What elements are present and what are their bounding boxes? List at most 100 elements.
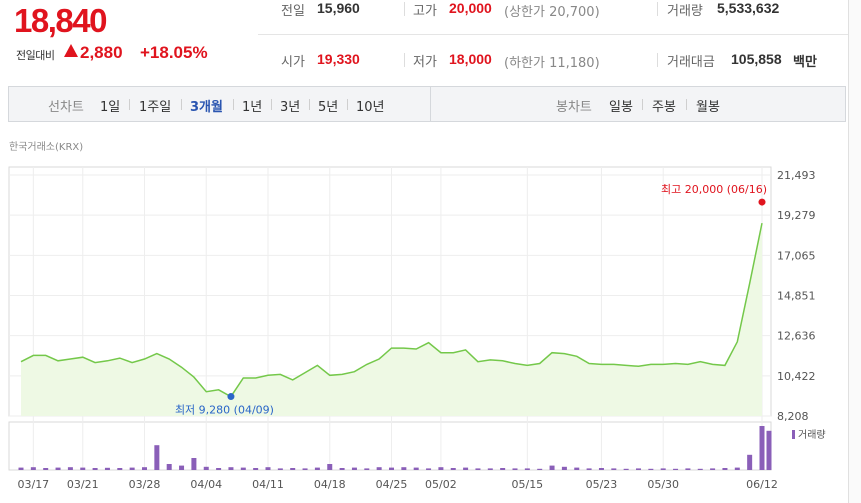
tab-5y[interactable]: 5년 — [318, 100, 339, 115]
volume-bar — [389, 467, 394, 470]
volume-bar — [154, 445, 160, 470]
volume-bar — [216, 468, 222, 470]
volume-bar — [339, 468, 345, 470]
tab-1w[interactable]: 1주일 — [139, 100, 172, 115]
y-tick-label: 12,636 — [777, 330, 816, 343]
volume-bar — [67, 467, 73, 470]
scroll-edge — [848, 0, 861, 503]
volume-bar — [401, 467, 407, 470]
change-label: 전일대비 — [16, 49, 55, 62]
volume-bar — [574, 467, 580, 470]
volume-bar — [549, 465, 555, 470]
price-area — [21, 223, 762, 416]
prev-close-value: 15,960 — [317, 0, 360, 16]
tab-weekly-candle[interactable]: 주봉 — [652, 100, 676, 115]
volume-bar — [438, 467, 444, 470]
volume-bar — [364, 468, 370, 470]
volume-legend-swatch — [792, 430, 795, 439]
upper-limit-note: (상한가 20,700) — [504, 5, 600, 20]
tab-1d[interactable]: 1일 — [100, 100, 121, 115]
divider — [657, 53, 658, 67]
tab-daily-candle[interactable]: 일봉 — [609, 100, 633, 115]
high-label: 최고 20,000 (06/16) — [661, 183, 767, 196]
y-tick-label: 21,493 — [777, 169, 816, 182]
x-tick-label: 05/23 — [586, 478, 618, 491]
volume-bar — [290, 468, 296, 470]
high-value: 20,000 — [449, 0, 492, 16]
x-tick-label: 04/25 — [376, 478, 408, 491]
volume-bar — [759, 426, 765, 470]
current-price: 18,840 — [14, 2, 107, 39]
x-tick-label: 05/02 — [425, 478, 457, 491]
volume-bar — [450, 468, 456, 470]
volume-bar — [30, 467, 36, 470]
data-source: 한국거래소(KRX) — [9, 142, 84, 153]
low-value: 18,000 — [449, 51, 492, 67]
lower-limit-note: (하한가 11,180) — [504, 56, 600, 71]
tab-separator — [309, 99, 310, 110]
x-tick-label: 03/28 — [129, 478, 161, 491]
volume-bar — [92, 468, 98, 470]
volume-bar — [228, 467, 234, 470]
volume-bar — [598, 468, 604, 470]
tab-3m[interactable]: 3개월 — [190, 100, 223, 115]
volume-bar — [487, 468, 493, 470]
divider — [404, 53, 405, 67]
volume-bar — [376, 467, 382, 470]
tab-group-divider — [430, 86, 431, 122]
volume-bar — [104, 467, 110, 470]
divider — [404, 2, 405, 16]
volume-bar — [302, 468, 308, 470]
volume-bar — [426, 468, 432, 470]
volume-bar — [660, 468, 666, 470]
volume-bar — [648, 468, 654, 470]
amount-value: 105,858 — [731, 51, 782, 67]
low-label: 최저 9,280 (04/09) — [175, 404, 274, 417]
divider — [657, 2, 658, 16]
volume-bar — [191, 458, 197, 470]
tab-10y[interactable]: 10년 — [356, 100, 385, 115]
change-value: 2,880 — [80, 43, 123, 62]
low-marker — [227, 393, 235, 401]
line-chart-title: 선차트 — [48, 100, 84, 115]
candle-chart-title: 봉차트 — [556, 100, 592, 115]
y-tick-label: 10,422 — [777, 370, 816, 383]
high-label: 고가 — [413, 4, 437, 19]
chart-tab-bar — [8, 86, 846, 122]
volume-bar — [673, 468, 679, 470]
tab-separator — [686, 99, 687, 110]
tab-separator — [129, 99, 130, 110]
volume-bar — [351, 467, 357, 470]
volume-bar — [43, 468, 49, 470]
x-tick-label: 03/17 — [17, 478, 49, 491]
volume-legend-label: 거래량 — [798, 429, 826, 441]
volume-bar — [734, 467, 740, 470]
volume-bar — [475, 468, 481, 470]
volume-bar — [55, 467, 61, 470]
volume-bar — [166, 464, 172, 470]
volume-bar — [265, 467, 271, 470]
x-tick-label: 03/21 — [67, 478, 99, 491]
volume-bar — [129, 467, 135, 470]
y-tick-label: 19,279 — [777, 209, 816, 222]
volume-bar — [766, 430, 772, 470]
change-percent: +18.05% — [140, 43, 208, 62]
tab-1y[interactable]: 1년 — [242, 100, 263, 115]
volume-bar — [179, 465, 185, 470]
volume-bar — [253, 468, 259, 470]
y-tick-label: 17,065 — [777, 249, 816, 262]
volume-bar — [586, 468, 592, 470]
tab-monthly-candle[interactable]: 월봉 — [696, 100, 720, 115]
volume-label: 거래량 — [667, 4, 703, 19]
volume-bar — [500, 468, 506, 470]
x-tick-label: 04/11 — [252, 478, 284, 491]
tab-3y[interactable]: 3년 — [280, 100, 301, 115]
volume-frame — [8, 421, 772, 471]
stats-divider — [258, 34, 848, 35]
volume-bar — [710, 468, 716, 470]
volume-bar — [697, 468, 703, 470]
volume-value: 5,533,632 — [717, 0, 780, 16]
volume-bar — [636, 468, 641, 470]
amount-unit: 백만 — [793, 54, 817, 69]
